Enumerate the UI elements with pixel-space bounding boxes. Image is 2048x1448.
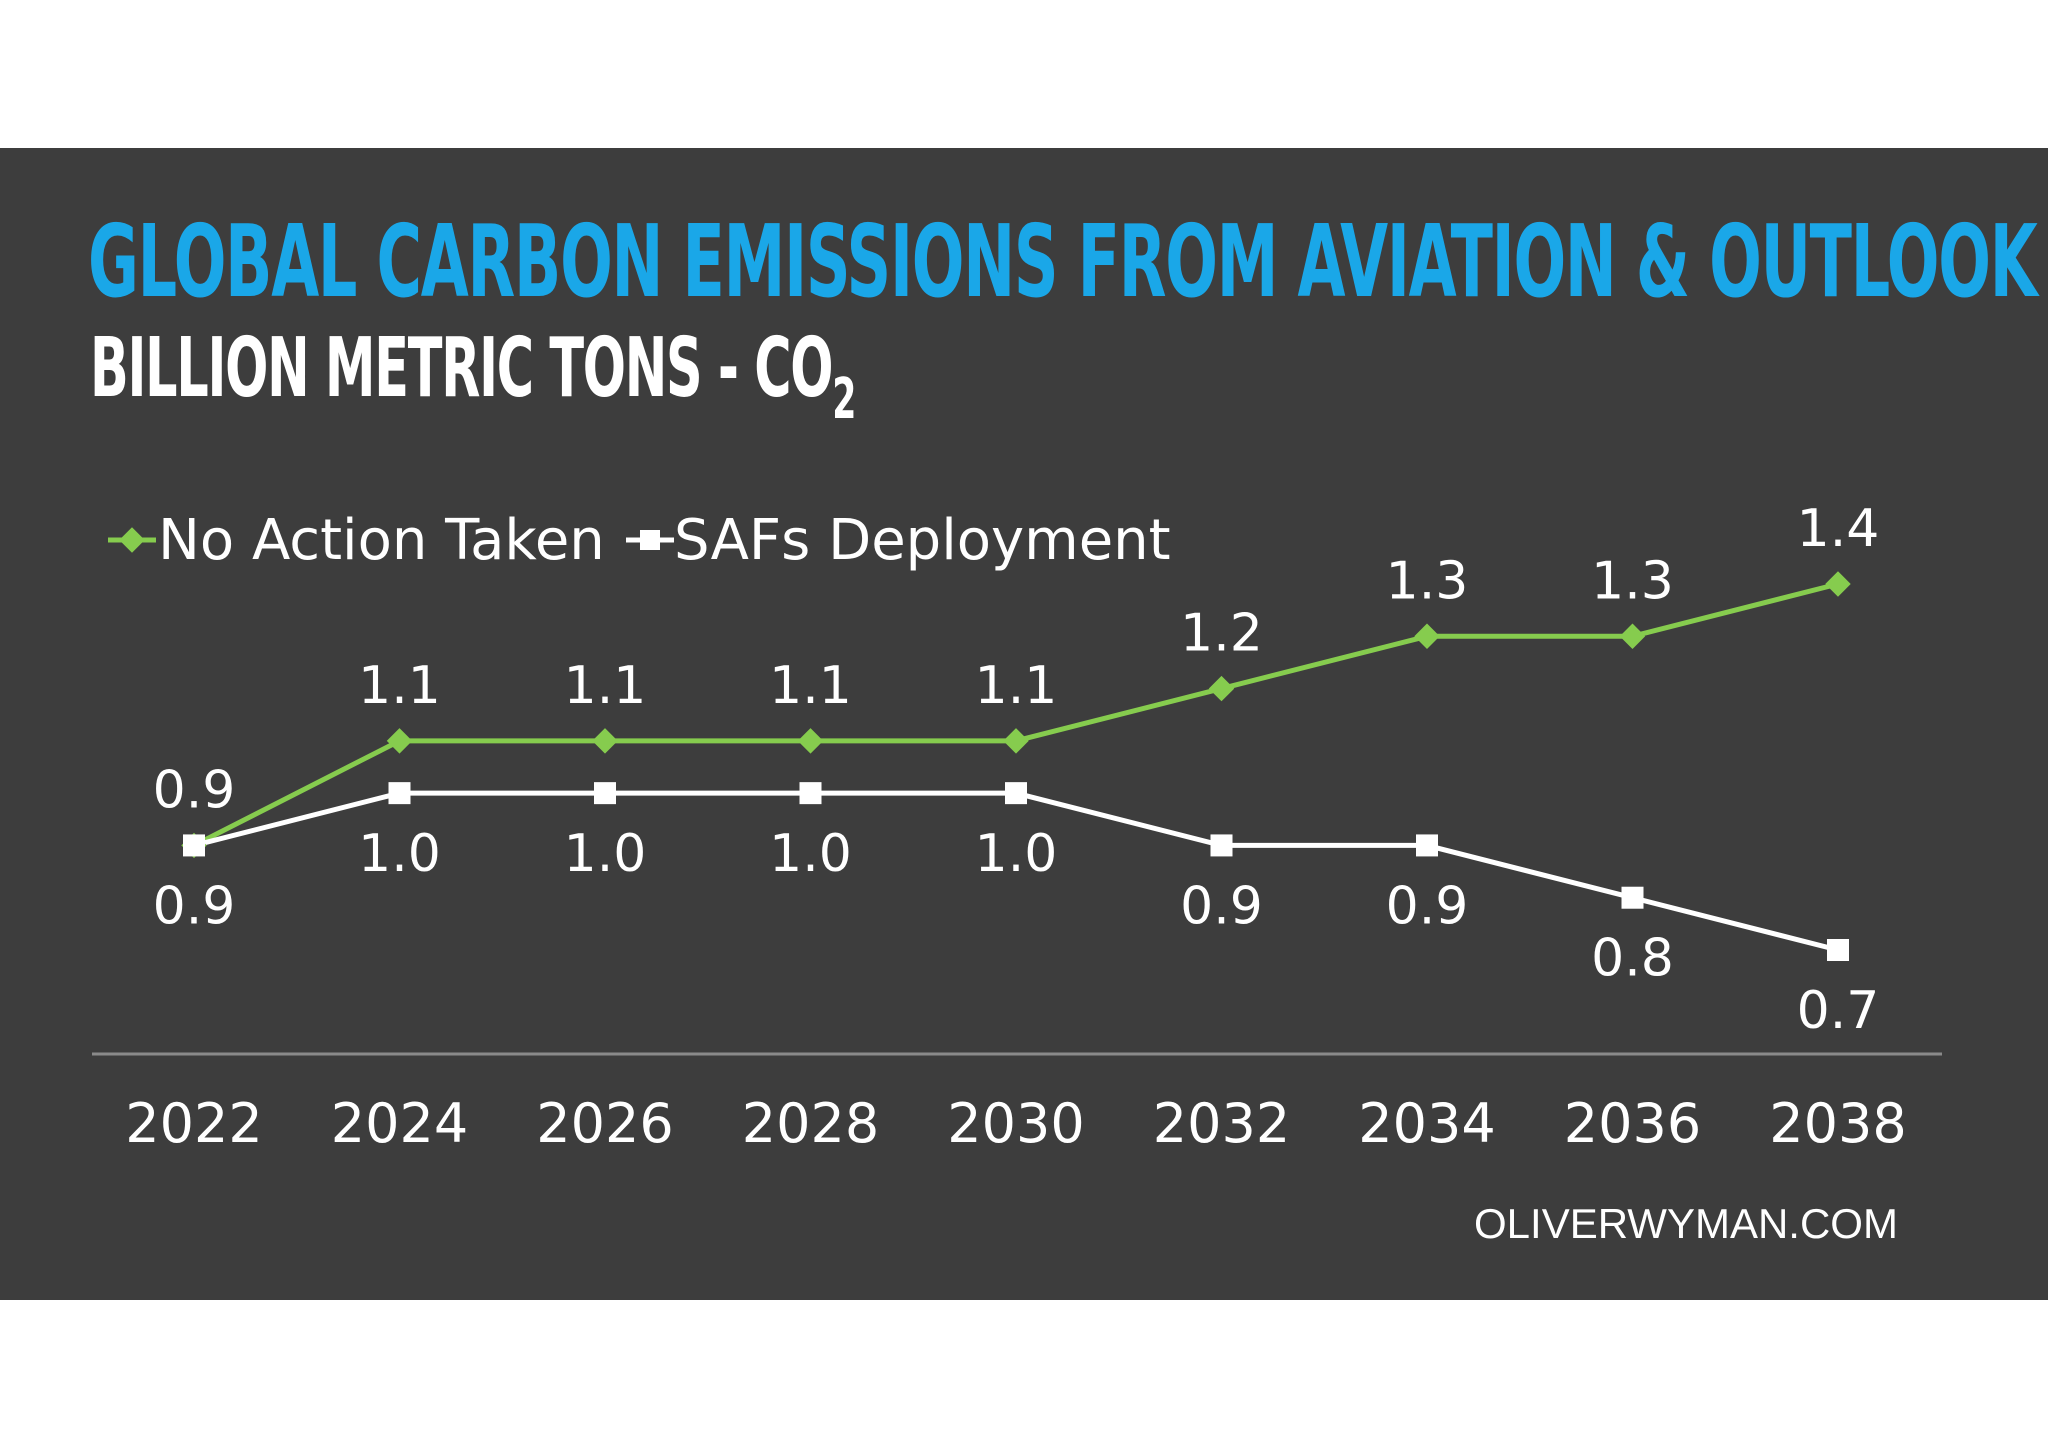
x-tick-label: 2038 — [1769, 1092, 1906, 1155]
series-markers-saf — [183, 782, 1849, 961]
chart-panel — [0, 148, 2048, 1300]
x-tick-label: 2022 — [125, 1092, 262, 1155]
data-point-no-action — [386, 728, 413, 754]
x-tick-label: 2028 — [742, 1092, 879, 1155]
data-point-saf — [1621, 886, 1644, 909]
data-label: 1.3 — [1386, 551, 1469, 611]
series-labels-no-action: 0.9 1.1 1.1 1.1 1.1 1.2 1.3 1.3 1.4 — [153, 499, 1880, 820]
data-label: 1.1 — [769, 656, 852, 716]
data-point-saf — [1210, 834, 1233, 857]
data-point-no-action — [797, 728, 824, 754]
data-label: 1.0 — [564, 824, 647, 884]
data-point-saf — [594, 782, 616, 805]
x-tick-label: 2030 — [947, 1092, 1084, 1155]
data-label: 1.1 — [358, 656, 441, 716]
x-tick-label: 2026 — [536, 1092, 673, 1155]
legend: No Action Taken SAFs Deployment — [108, 508, 1171, 573]
data-point-no-action — [1414, 623, 1440, 650]
data-label: 0.9 — [1180, 876, 1263, 936]
x-tick-label: 2036 — [1564, 1092, 1701, 1155]
data-point-no-action — [1208, 675, 1235, 702]
x-tick-label: 2032 — [1153, 1092, 1290, 1155]
data-label: 1.1 — [564, 656, 647, 716]
data-label: 1.3 — [1591, 551, 1674, 611]
data-point-no-action — [1619, 623, 1646, 650]
series-labels-saf: 0.9 1.0 1.0 1.0 1.0 0.9 0.9 0.8 0.7 — [153, 824, 1880, 1041]
data-label: 1.2 — [1180, 604, 1263, 664]
data-point-saf — [1005, 782, 1027, 805]
chart-subtitle: BILLION METRIC TONS - CO2 — [90, 328, 856, 428]
data-point-no-action — [1003, 728, 1029, 754]
data-label: 0.9 — [153, 760, 236, 820]
legend-saf-label: SAFs Deployment — [674, 508, 1171, 573]
data-label: 1.4 — [1797, 499, 1880, 559]
source-credit: OLIVERWYMAN.COM — [1474, 1200, 1898, 1247]
data-label: 1.0 — [358, 824, 441, 884]
data-label: 1.0 — [769, 824, 852, 884]
legend-no-action-label: No Action Taken — [158, 508, 605, 573]
data-point-no-action — [1825, 571, 1851, 597]
data-point-saf — [183, 834, 205, 857]
data-point-saf — [388, 782, 411, 805]
x-axis-tick-labels: 2022 2024 2026 2028 2030 2032 2034 2036 2038 — [125, 1092, 1906, 1155]
data-label: 0.9 — [1386, 876, 1469, 936]
data-label: 1.0 — [975, 824, 1058, 884]
data-label: 1.1 — [975, 656, 1058, 716]
data-label: 0.7 — [1797, 981, 1880, 1041]
data-point-saf — [1416, 834, 1438, 857]
subtitle-subscript: 2 — [832, 367, 856, 432]
subtitle-text: BILLION METRIC TONS - CO — [90, 321, 833, 416]
legend-no-action-marker — [119, 527, 145, 553]
x-tick-label: 2034 — [1358, 1092, 1495, 1155]
data-point-no-action — [592, 728, 618, 754]
data-point-saf — [1827, 939, 1849, 961]
data-label: 0.8 — [1591, 929, 1674, 989]
chart-title: GLOBAL CARBON EMISSIONS FROM AVIATION & … — [88, 203, 2038, 320]
data-point-saf — [799, 782, 822, 805]
x-tick-label: 2024 — [331, 1092, 468, 1155]
legend-saf-marker — [640, 530, 660, 550]
data-label: 0.9 — [153, 876, 236, 936]
